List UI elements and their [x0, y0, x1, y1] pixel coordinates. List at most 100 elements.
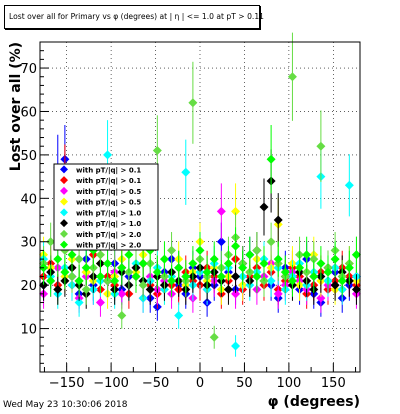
data-point — [74, 276, 84, 286]
legend-label: with pT/|q| > 2.0 — [76, 231, 141, 240]
legend-marker — [60, 186, 68, 195]
data-point — [195, 245, 205, 255]
data-point — [266, 276, 276, 286]
y-tick-label: 70 — [20, 62, 37, 77]
data-point — [238, 263, 248, 273]
data-point — [209, 254, 219, 264]
legend-label: with pT/|q| > 2.0 — [76, 242, 141, 251]
data-point — [323, 267, 333, 277]
data-point — [152, 146, 162, 156]
data-point — [259, 258, 269, 268]
chart-title: Lost over all for Primary vs φ (degrees)… — [9, 12, 264, 21]
x-tick-label: 150 — [321, 376, 346, 391]
data-point — [231, 341, 241, 351]
data-point — [95, 271, 105, 281]
data-point — [344, 180, 354, 190]
legend-label: with pT/|q| > 1.0 — [76, 209, 141, 218]
y-tick-label: 50 — [20, 149, 37, 164]
legend-marker — [60, 219, 68, 228]
data-series — [39, 32, 361, 357]
data-point — [174, 263, 184, 273]
data-point — [181, 167, 191, 177]
data-point — [231, 289, 241, 299]
data-point — [67, 271, 77, 281]
y-tick-label: 10 — [20, 323, 37, 338]
data-point — [344, 263, 354, 273]
data-point — [280, 267, 290, 277]
legend: with pT/|q| > 0.1 with pT/|q| > 0.1 with p… — [53, 163, 159, 251]
data-point — [302, 250, 312, 260]
x-tick-label: 0 — [196, 376, 204, 391]
x-axis-label: φ (degrees) — [268, 394, 360, 410]
data-point — [46, 276, 56, 286]
chart-title-box: Lost over all for Primary vs φ (degrees)… — [4, 5, 264, 29]
data-point — [266, 237, 276, 247]
data-point — [309, 254, 319, 264]
data-point — [74, 298, 84, 308]
data-point — [138, 280, 148, 290]
axes: −150 −100 −50 0 50 100 150 10 20 30 40 50 60 70 — [20, 50, 357, 391]
data-point — [337, 276, 347, 286]
data-point — [252, 271, 262, 281]
data-point — [60, 267, 70, 277]
data-point — [273, 215, 283, 225]
data-point — [259, 202, 269, 212]
data-point — [330, 280, 340, 290]
data-point — [174, 311, 184, 321]
data-point — [216, 271, 226, 281]
data-point — [316, 293, 326, 303]
x-tick-label: −150 — [49, 376, 85, 391]
x-tick-label: −50 — [142, 376, 169, 391]
data-point — [145, 285, 155, 294]
data-point — [223, 258, 233, 268]
data-point — [316, 141, 326, 151]
y-tick-label: 40 — [20, 192, 37, 207]
legend-marker — [60, 165, 68, 174]
data-point — [231, 206, 241, 216]
data-point — [167, 276, 177, 286]
data-point — [287, 276, 297, 286]
legend-marker — [60, 208, 68, 217]
data-point — [181, 271, 191, 281]
data-point — [273, 289, 283, 299]
data-point — [223, 285, 233, 294]
data-point — [152, 267, 162, 277]
data-point — [124, 250, 134, 260]
data-point — [103, 150, 113, 160]
data-point — [316, 258, 326, 268]
data-point — [245, 250, 255, 260]
data-point — [95, 250, 105, 260]
legend-marker — [60, 240, 68, 249]
data-point — [138, 258, 148, 268]
data-point — [351, 250, 361, 260]
data-point — [209, 332, 219, 342]
data-point — [188, 258, 198, 268]
x-tick-label: 100 — [276, 376, 301, 391]
data-point — [53, 254, 63, 264]
legend-box — [53, 163, 159, 251]
data-point — [216, 237, 226, 247]
data-point — [81, 285, 91, 294]
data-point — [117, 289, 127, 299]
legend-label: with pT/|q| > 0.5 — [76, 199, 141, 208]
data-point — [81, 263, 91, 273]
data-point — [252, 245, 262, 255]
legend-label: with pT/|q| > 0.5 — [76, 188, 141, 197]
data-point — [202, 267, 212, 277]
y-tick-label: 30 — [20, 236, 37, 251]
data-point — [273, 254, 283, 264]
data-point — [95, 298, 105, 308]
legend-marker — [60, 229, 68, 238]
data-point — [351, 285, 361, 294]
data-point — [74, 254, 84, 264]
data-point — [216, 206, 226, 216]
data-point — [188, 98, 198, 108]
data-point — [266, 154, 276, 164]
series-group — [39, 125, 361, 297]
legend-label: with pT/|q| > 1.0 — [76, 220, 141, 229]
data-point — [131, 271, 141, 281]
data-point — [287, 72, 297, 82]
data-point — [330, 254, 340, 264]
